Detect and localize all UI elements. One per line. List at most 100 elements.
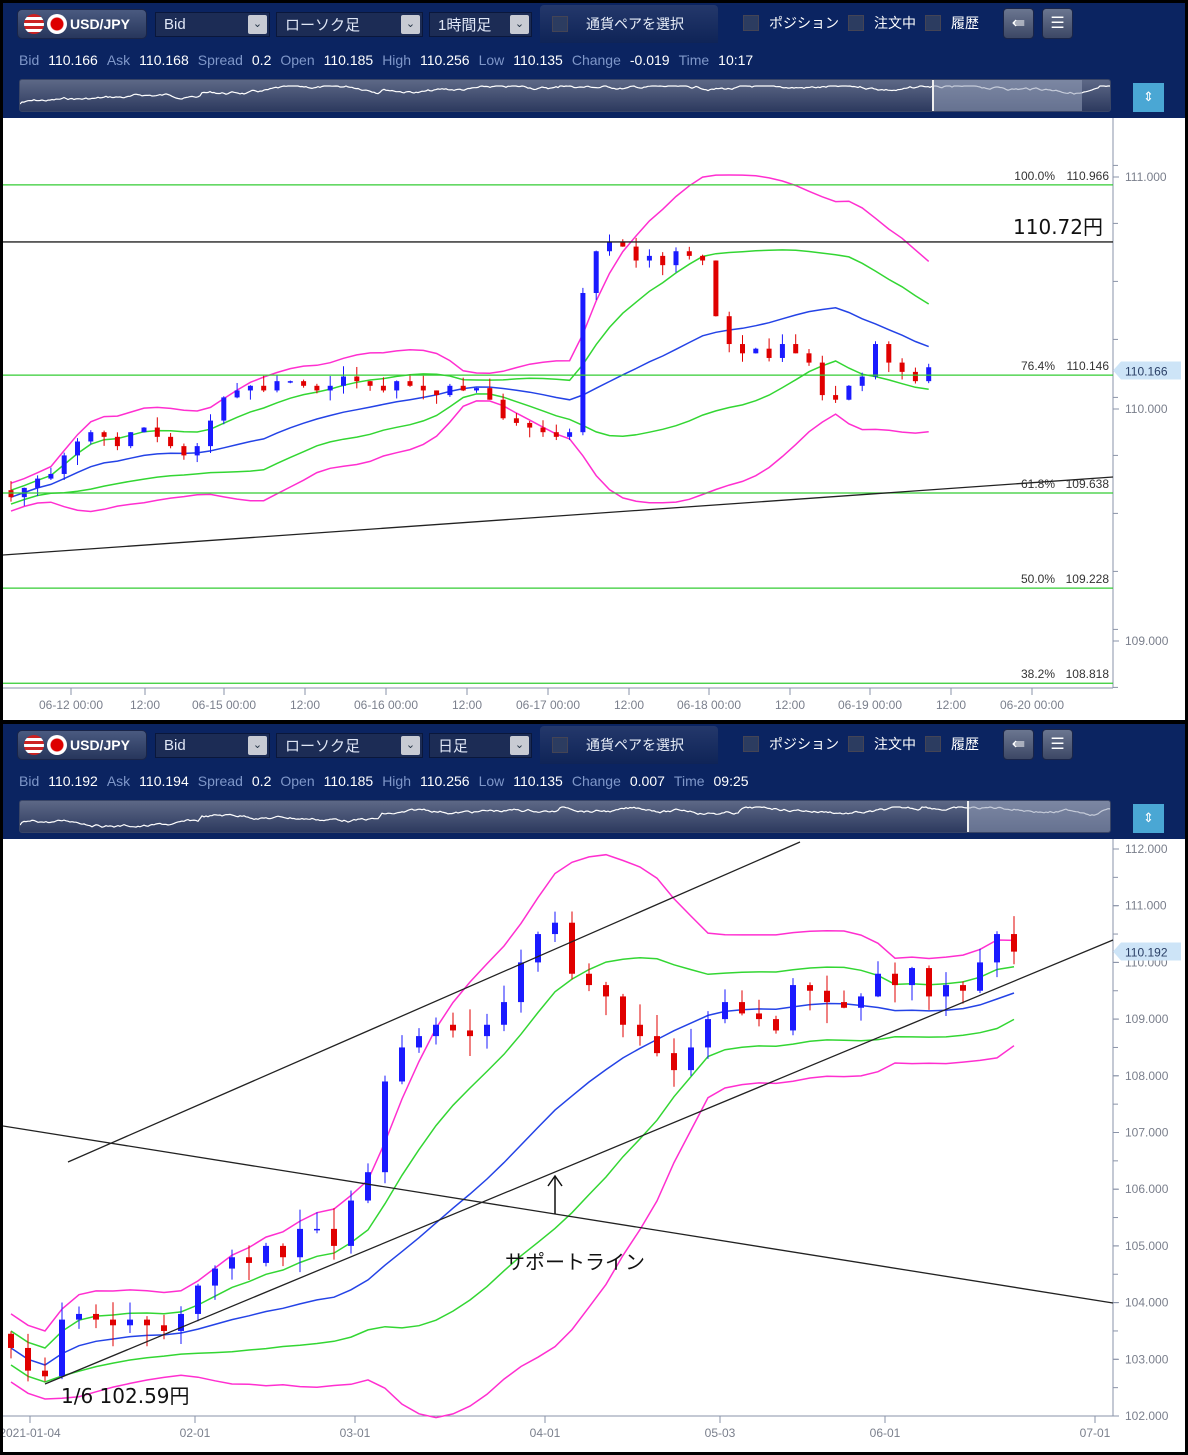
chart-type-select[interactable]: ローソク足 ⌄ <box>276 12 423 37</box>
history-checkbox[interactable] <box>925 736 941 752</box>
candle-down <box>713 260 719 317</box>
position-label: ポジション <box>769 736 839 752</box>
candle-down <box>314 385 320 391</box>
candle-up <box>35 478 41 488</box>
candle-down <box>380 385 386 391</box>
candle-down <box>833 395 839 400</box>
candle-down <box>301 381 307 386</box>
price-tick-label: 108.000 <box>1125 1069 1169 1083</box>
open-value: 110.185 <box>323 773 374 789</box>
candle-up <box>263 1245 269 1263</box>
bollinger-upper-2sd <box>10 174 930 484</box>
candle-down <box>739 1002 745 1014</box>
candle-up <box>673 251 679 266</box>
current-price-badge <box>1113 361 1181 380</box>
price-type-select[interactable]: Bid ⌄ <box>155 733 270 758</box>
position-toggle[interactable]: ポジション <box>743 734 839 754</box>
candle-down <box>806 353 812 363</box>
candle-up <box>873 344 878 377</box>
candle-up <box>433 1024 439 1037</box>
candle-up <box>88 432 94 442</box>
history-toggle[interactable]: 履歴 <box>925 13 979 33</box>
candle-up <box>287 381 293 383</box>
chart-type-select[interactable]: ローソク足 ⌄ <box>276 733 423 758</box>
low-value: 110.135 <box>513 52 563 68</box>
fib-price: 110.966 <box>1067 169 1110 183</box>
candle-down <box>527 422 533 428</box>
timeframe-select[interactable]: 1時間足 ⌄ <box>429 12 532 37</box>
candle-up <box>195 1285 201 1314</box>
navigator-scrollbar[interactable] <box>19 800 1111 833</box>
candle-down <box>487 388 493 400</box>
history-checkbox[interactable] <box>925 15 941 31</box>
change-value: 0.007 <box>629 773 665 789</box>
current-price-label: 110.192 <box>1125 946 1168 960</box>
candle-up <box>327 385 333 391</box>
import-icon[interactable]: ⇚ <box>1003 8 1034 39</box>
us-flag-icon <box>24 14 44 34</box>
candle-down <box>671 1053 677 1071</box>
checkbox[interactable] <box>552 16 568 32</box>
pair-select-tab[interactable]: 通貨ペアを選択 <box>540 726 718 764</box>
candle-up <box>194 446 200 456</box>
candle-down <box>540 427 546 433</box>
daily-candlestick-chart[interactable]: 112.000111.000110.000109.000108.000107.0… <box>3 839 1185 1452</box>
candle-up <box>580 293 586 433</box>
candle-down <box>261 385 267 391</box>
list-icon[interactable]: ☰ <box>1042 729 1073 760</box>
list-icon[interactable]: ☰ <box>1042 8 1073 39</box>
navigator-handle[interactable] <box>967 801 1110 832</box>
orders-checkbox[interactable] <box>848 736 864 752</box>
lock-scale-icon[interactable]: ⇕ <box>1133 804 1164 833</box>
candle-down <box>886 344 892 363</box>
resistance-label: 110.72円 <box>1013 215 1103 239</box>
candle-down <box>354 376 360 382</box>
candle-down <box>161 1325 167 1331</box>
import-icon[interactable]: ⇚ <box>1003 729 1034 760</box>
change-label: Change <box>571 773 621 789</box>
time-value: 10:17 <box>718 52 754 68</box>
price-type-select[interactable]: Bid ⌄ <box>155 12 270 37</box>
orders-checkbox[interactable] <box>848 15 864 31</box>
high-value: 110.256 <box>419 52 470 68</box>
position-checkbox[interactable] <box>743 736 759 752</box>
position-checkbox[interactable] <box>743 15 759 31</box>
low-label: Low <box>478 52 505 68</box>
pair-select-tab[interactable]: 通貨ペアを選択 <box>540 5 718 43</box>
candle-down <box>654 1036 660 1054</box>
hourly-candlestick-chart[interactable]: 111.000 110.000 109.000 06-12 00:00 12:00 06-… <box>3 118 1185 720</box>
low-value: 110.135 <box>513 773 563 789</box>
change-label: Change <box>571 52 621 68</box>
time-tick-label: 07-01 <box>1080 1426 1111 1440</box>
navigator-handle[interactable] <box>932 80 1082 111</box>
orders-toggle[interactable]: 注文中 <box>848 734 916 754</box>
currency-pair-button[interactable]: USD/JPY <box>17 9 147 39</box>
time-tick-label: 03-01 <box>340 1426 371 1440</box>
candle-up <box>859 376 865 386</box>
support-annotation: サポートライン <box>505 1250 645 1274</box>
position-toggle[interactable]: ポジション <box>743 13 839 33</box>
candle-up <box>858 996 864 1008</box>
candle-down <box>660 255 666 266</box>
checkbox[interactable] <box>552 737 568 753</box>
candle-down <box>42 1370 48 1377</box>
history-toggle[interactable]: 履歴 <box>925 734 979 754</box>
orders-toggle[interactable]: 注文中 <box>848 13 916 33</box>
current-price-badge <box>1113 942 1181 961</box>
price-tick-label: 102.000 <box>1125 1409 1169 1423</box>
candle-down <box>841 1002 847 1008</box>
open-value: 110.185 <box>323 52 374 68</box>
currency-pair-button[interactable]: USD/JPY <box>17 730 147 760</box>
candle-up <box>926 367 932 382</box>
timeframe-select[interactable]: 日足 ⌄ <box>429 733 532 758</box>
candle-down <box>93 1313 99 1320</box>
chevron-down-icon: ⌄ <box>401 736 420 755</box>
time-tick-label: 06-17 00:00 <box>516 698 580 712</box>
lock-scale-icon[interactable]: ⇕ <box>1133 83 1164 112</box>
candle-down <box>766 348 772 358</box>
navigator-scrollbar[interactable] <box>19 79 1111 112</box>
fib-percent: 38.2% <box>1021 667 1055 681</box>
price-tick-label: 112.000 <box>1125 842 1168 856</box>
candle-down <box>926 968 932 997</box>
time-tick-label: 06-12 00:00 <box>39 698 103 712</box>
